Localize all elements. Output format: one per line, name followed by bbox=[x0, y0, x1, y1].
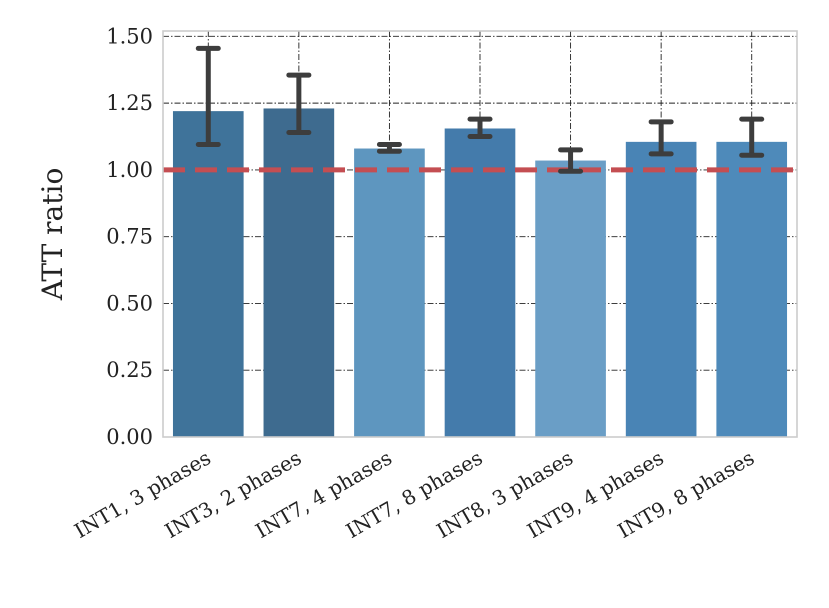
error-bar-0 bbox=[195, 45, 221, 148]
error-bar-3 bbox=[467, 116, 493, 140]
bar-4 bbox=[535, 160, 606, 437]
y-tick-label-4: 1.00 bbox=[106, 158, 153, 182]
bar-0 bbox=[172, 111, 244, 437]
bar-2 bbox=[354, 148, 425, 438]
y-tick-label-0: 0.00 bbox=[106, 425, 153, 449]
error-bar-5 bbox=[648, 119, 674, 157]
y-tick-label-3: 0.75 bbox=[106, 225, 153, 249]
y-tick-labels: 0.00 0.25 0.50 0.75 1.00 1.25 1.50 bbox=[106, 24, 153, 449]
y-tick-label-2: 0.50 bbox=[106, 291, 153, 315]
error-bar-4 bbox=[558, 147, 584, 174]
bar-1 bbox=[263, 108, 335, 438]
bar-3 bbox=[444, 128, 516, 438]
y-tick-label-6: 1.50 bbox=[106, 24, 153, 48]
error-bar-1 bbox=[286, 72, 312, 135]
error-bars bbox=[195, 45, 765, 174]
bar-6 bbox=[716, 141, 788, 437]
y-axis-label: ATT ratio bbox=[36, 168, 69, 302]
y-tick-label-1: 0.25 bbox=[106, 358, 153, 382]
plot-frame bbox=[162, 30, 798, 438]
y-tick-label-5: 1.25 bbox=[106, 91, 153, 115]
bars bbox=[172, 108, 788, 438]
bar-5 bbox=[625, 141, 697, 437]
error-bar-2 bbox=[376, 142, 402, 154]
error-bar-6 bbox=[739, 116, 765, 158]
